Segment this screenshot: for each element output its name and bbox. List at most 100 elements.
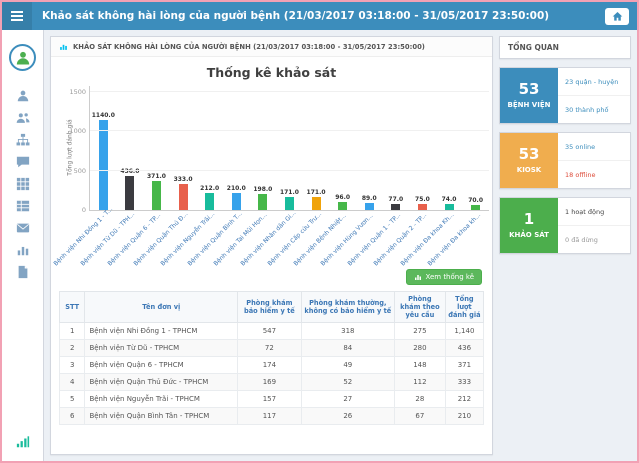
card-detail-line: 1 hoạt động bbox=[558, 198, 630, 226]
chart-bar[interactable] bbox=[417, 204, 427, 210]
x-tick-label: Bệnh viện Quận 6 - TP... bbox=[106, 211, 162, 268]
home-icon bbox=[612, 11, 622, 21]
chart-slot: 371.0 bbox=[143, 173, 170, 210]
menu-toggle-button[interactable] bbox=[2, 2, 32, 30]
card-details: 1 hoạt động 0 đã dừng bbox=[558, 198, 630, 253]
bar-value-label: 171.0 bbox=[279, 188, 299, 196]
chart-bar[interactable] bbox=[391, 203, 401, 210]
sidebar-menu bbox=[10, 85, 36, 283]
envelope-icon[interactable] bbox=[10, 217, 36, 239]
x-tick-label: Bệnh viện Quận 1 - TP... bbox=[346, 211, 402, 268]
x-tick-label: Bệnh viện Quận Thủ Đ... bbox=[132, 210, 190, 268]
bar-value-label: 75.0 bbox=[415, 196, 430, 204]
chart-slot: 210.0 bbox=[223, 185, 250, 210]
overview-title: TỔNG QUAN bbox=[499, 36, 631, 59]
overview-panel: TỔNG QUAN 53 BỆNH VIỆN 23 quận - huyện 30 t… bbox=[499, 30, 637, 461]
value-cell: 27 bbox=[300, 390, 395, 408]
card-detail-line: 23 quận - huyện bbox=[558, 68, 630, 96]
home-button[interactable] bbox=[605, 7, 629, 25]
chart-bar[interactable] bbox=[231, 193, 241, 210]
value-cell: 371 bbox=[444, 356, 485, 374]
bar-value-label: 70.0 bbox=[468, 196, 484, 204]
x-axis-labels: Bệnh viện Nhi Đồng 1 - T... Bệnh viện Từ … bbox=[53, 206, 489, 269]
card-color-block: 1 KHẢO SÁT bbox=[500, 198, 558, 253]
table-row: 6 Bệnh viện Quận Bình Tân - TPHCM 117 26 67 2… bbox=[58, 407, 485, 425]
chart-title: Thống kê khảo sát bbox=[206, 65, 337, 80]
value-cell: 117 bbox=[237, 407, 302, 425]
overview-cards: 53 BỆNH VIỆN 23 quận - huyện 30 thành phố 53… bbox=[499, 67, 631, 254]
chart-bar[interactable] bbox=[205, 193, 215, 210]
hamburger-icon bbox=[11, 11, 23, 13]
card-detail-line: 18 offline bbox=[565, 170, 596, 179]
x-tick-label: Bệnh viện Quận 2 - TP... bbox=[372, 211, 429, 268]
y-tick-label: 0 bbox=[81, 206, 86, 214]
value-cell: 1,140 bbox=[444, 322, 485, 340]
value-cell: 169 bbox=[237, 373, 302, 391]
bar-value-label: 171.0 bbox=[306, 188, 326, 196]
unit-name-cell: Bệnh viện Nguyễn Trãi - TPHCM bbox=[84, 390, 239, 408]
chart-slot: 171.0 bbox=[303, 189, 330, 210]
column-header: Tên đơn vị bbox=[84, 291, 239, 323]
value-cell: 49 bbox=[300, 356, 395, 374]
comment-icon[interactable] bbox=[10, 151, 36, 173]
gridline bbox=[90, 91, 489, 92]
chart-slot: 1140.0 bbox=[90, 112, 117, 210]
table-row: 2 Bệnh viện Từ Dũ - TPHCM 72 84 280 436 bbox=[58, 339, 485, 357]
chart-bar[interactable] bbox=[284, 196, 294, 210]
column-header: Phòng khám bảo hiểm y tế bbox=[237, 291, 302, 323]
chart-bar[interactable] bbox=[311, 196, 321, 210]
chart-slot: 171.0 bbox=[276, 189, 303, 210]
users-icon[interactable] bbox=[10, 107, 36, 129]
unit-name-cell: Bệnh viện Quận Thủ Đức - TPHCM bbox=[84, 373, 239, 391]
avatar[interactable] bbox=[9, 44, 36, 71]
chart-bar[interactable] bbox=[151, 180, 161, 210]
chart-bar[interactable] bbox=[338, 202, 348, 210]
chart-bar[interactable] bbox=[98, 120, 108, 210]
chart-bar[interactable] bbox=[471, 204, 481, 210]
card-detail-line: 0 đã dừng bbox=[565, 235, 598, 244]
survey-panel: KHẢO SÁT KHÔNG HÀI LÒNG CỦA NGƯỜI BỆNH (… bbox=[50, 36, 493, 455]
report-icon bbox=[60, 44, 67, 50]
value-cell: 6 bbox=[58, 407, 86, 425]
gridline bbox=[90, 130, 489, 132]
chart-bar[interactable] bbox=[125, 175, 135, 210]
bar-value-label: 89.0 bbox=[361, 195, 377, 202]
value-cell: 67 bbox=[393, 407, 446, 425]
value-cell: 333 bbox=[444, 373, 485, 391]
value-cell: 28 bbox=[393, 390, 446, 408]
bar-value-label: 333.0 bbox=[173, 175, 193, 183]
panel-header: KHẢO SÁT KHÔNG HÀI LÒNG CỦA NGƯỜI BỆNH (… bbox=[51, 37, 492, 57]
column-header: Phòng khám theo yêu cầu bbox=[393, 291, 446, 323]
sidebar bbox=[2, 30, 44, 461]
bar-value-label: 212.0 bbox=[200, 185, 220, 193]
sitemap-icon[interactable] bbox=[10, 129, 36, 151]
bar-value-label: 74.0 bbox=[441, 196, 457, 204]
card-label: BỆNH VIỆN bbox=[507, 101, 551, 109]
bars-container: 1140.0 436.0 371.0 333.0 212.0 210.0 198.0 171.… bbox=[90, 86, 489, 210]
table-row: 3 Bệnh viện Quận 6 - TPHCM 174 49 148 371 bbox=[58, 356, 485, 374]
view-stats-label: Xem thống kê bbox=[425, 273, 474, 281]
card-details: 23 quận - huyện 30 thành phố bbox=[558, 68, 630, 123]
chart-bar[interactable] bbox=[364, 203, 374, 210]
chart-bar[interactable] bbox=[444, 204, 454, 210]
x-tick-label: Bệnh viện Cấp cứu Trư... bbox=[266, 210, 323, 268]
grid-icon[interactable] bbox=[10, 173, 36, 195]
x-tick-label: Bệnh viện Hùng Vươn... bbox=[319, 212, 375, 268]
chart-icon[interactable] bbox=[10, 239, 36, 261]
user-icon[interactable] bbox=[10, 85, 36, 107]
unit-name-cell: Bệnh viện Nhi Đồng 1 - TPHCM bbox=[84, 322, 239, 340]
view-stats-button[interactable]: Xem thống kê bbox=[406, 269, 482, 285]
chart-bar[interactable] bbox=[258, 194, 268, 210]
file-icon[interactable] bbox=[10, 261, 36, 283]
signal-icon[interactable] bbox=[10, 431, 36, 453]
chart-bar[interactable] bbox=[178, 183, 188, 210]
x-tick-label: Bệnh viện Quận Bình T... bbox=[186, 210, 244, 268]
card-value: 53 bbox=[518, 145, 540, 163]
unit-name-cell: Bệnh viện Từ Dũ - TPHCM bbox=[84, 339, 239, 357]
y-tick-label: 1500 bbox=[69, 88, 86, 96]
user-avatar-icon bbox=[16, 51, 29, 64]
overview-card: 53 KIOSK 35 online 18 offline bbox=[499, 132, 631, 189]
bar-value-label: 1140.0 bbox=[91, 112, 115, 120]
table-icon[interactable] bbox=[10, 195, 36, 217]
chart-slot: 74.0 bbox=[436, 196, 463, 210]
